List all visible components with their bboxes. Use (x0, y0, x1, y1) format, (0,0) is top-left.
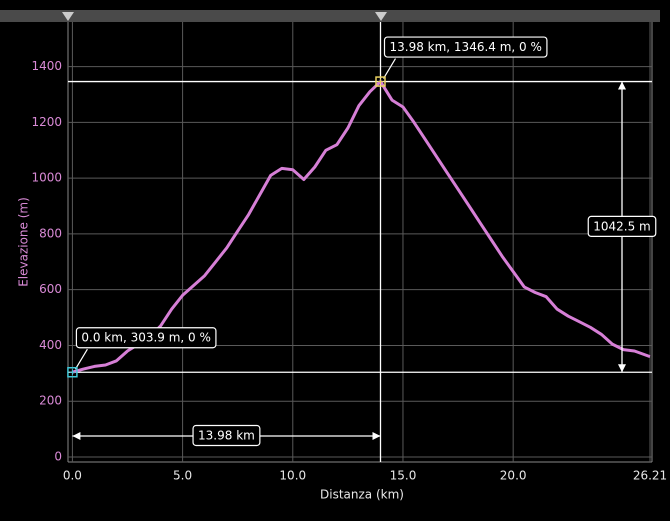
callout-pointer (74, 348, 88, 370)
y-tick-label: 1400 (31, 59, 62, 73)
arrow-head (618, 81, 626, 90)
marker-label-box (75, 327, 217, 349)
arrow-head (372, 432, 381, 440)
y-tick-label: 1200 (31, 115, 62, 129)
range-handle[interactable] (375, 12, 387, 21)
distance-label: 13.98 km (198, 429, 255, 443)
y-tick-label: 0 (54, 449, 62, 463)
x-tick-label: 0.0 (63, 469, 82, 483)
distance-label-box (192, 424, 261, 447)
y-tick-label: 400 (39, 338, 62, 352)
height-label-box (587, 215, 657, 238)
marker-label-box (383, 36, 548, 58)
x-tick-label: 26.21 (633, 469, 667, 483)
arrow-head (618, 364, 626, 373)
elevation-line (71, 80, 651, 374)
x-tick-label: 5.0 (173, 469, 192, 483)
marker-point (67, 366, 78, 378)
arrow-head (72, 432, 81, 440)
y-tick-label: 800 (39, 226, 62, 240)
marker-label: 0.0 km, 303.9 m, 0 % (81, 331, 211, 345)
marker-point (375, 76, 386, 87)
marker-label: 13.98 km, 1346.4 m, 0 % (389, 40, 541, 54)
x-axis-title: Distanza (km) (320, 488, 404, 502)
range-slider[interactable] (0, 10, 660, 22)
x-tick-label: 20.0 (500, 469, 527, 483)
x-tick-label: 15.0 (390, 469, 417, 483)
range-handle[interactable] (62, 12, 74, 21)
callout-pointer (382, 58, 397, 79)
height-label: 1042.5 m (593, 219, 651, 233)
x-tick-label: 10.0 (279, 469, 306, 483)
y-tick-label: 1000 (31, 171, 62, 185)
y-tick-label: 600 (39, 282, 62, 296)
y-axis-title: Elevazione (m) (17, 197, 31, 287)
y-tick-label: 200 (39, 394, 62, 408)
